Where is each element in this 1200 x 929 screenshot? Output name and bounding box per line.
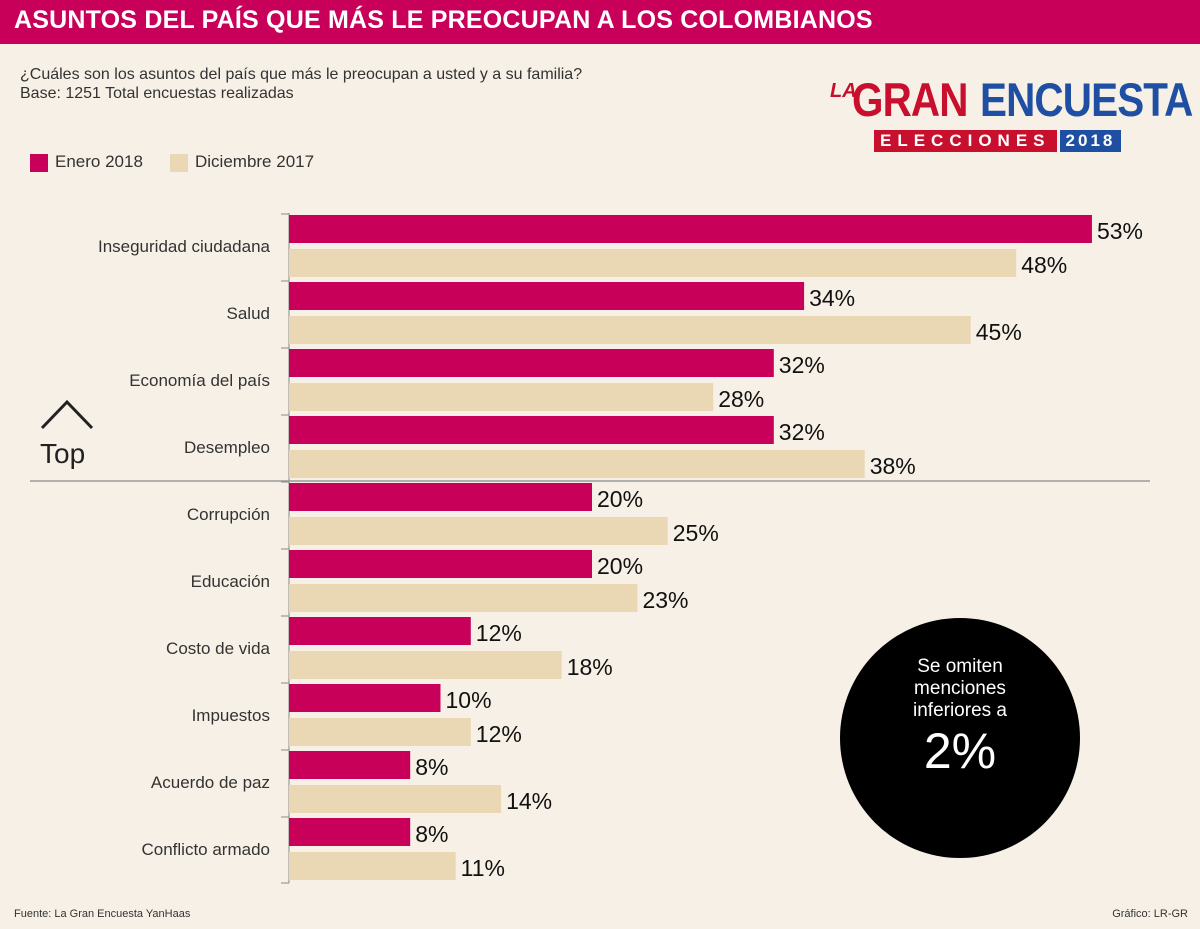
category-label: Desempleo bbox=[184, 438, 270, 457]
bar-series-1 bbox=[289, 282, 805, 310]
bar-series-2 bbox=[289, 517, 668, 545]
value-label-series-1: 32% bbox=[779, 352, 825, 378]
bar-series-1 bbox=[289, 416, 774, 444]
bar-series-1 bbox=[289, 617, 471, 645]
value-label-series-2: 23% bbox=[642, 587, 688, 613]
logo-elecciones: ELECCIONES bbox=[874, 130, 1057, 152]
legend-swatch-series-1 bbox=[30, 154, 48, 172]
category-label: Educación bbox=[191, 572, 270, 591]
logo-band: ELECCIONES 2018 bbox=[874, 130, 1122, 152]
legend-label-series-1: Enero 2018 bbox=[55, 152, 143, 171]
bar-series-1 bbox=[289, 818, 411, 846]
value-label-series-2: 25% bbox=[673, 520, 719, 546]
category-label: Inseguridad ciudadana bbox=[98, 237, 271, 256]
value-label-series-2: 48% bbox=[1021, 252, 1067, 278]
gran-encuesta-logo: LA GRAN ENCUESTA ELECCIONES 2018 bbox=[830, 73, 1193, 154]
note-value: 2% bbox=[923, 723, 997, 779]
chart-title: ASUNTOS DEL PAÍS QUE MÁS LE PREOCUPAN A … bbox=[14, 6, 873, 34]
value-label-series-1: 8% bbox=[415, 754, 448, 780]
value-label-series-2: 14% bbox=[506, 788, 552, 814]
omission-note-circle: Se omiten menciones inferiores a 2% bbox=[840, 618, 1080, 858]
bar-series-2 bbox=[289, 316, 971, 344]
logo-gran: GRAN bbox=[852, 73, 968, 126]
category-label: Acuerdo de paz bbox=[151, 773, 270, 792]
bar-series-2 bbox=[289, 852, 456, 880]
bar-series-1 bbox=[289, 751, 411, 779]
bar-series-1 bbox=[289, 483, 592, 511]
category-label: Economía del país bbox=[129, 371, 270, 390]
bar-series-2 bbox=[289, 785, 502, 813]
legend-swatch-series-2 bbox=[170, 154, 188, 172]
value-label-series-1: 8% bbox=[415, 821, 448, 847]
value-label-series-1: 12% bbox=[476, 620, 522, 646]
value-label-series-2: 12% bbox=[476, 721, 522, 747]
value-label-series-1: 10% bbox=[446, 687, 492, 713]
note-line-2: menciones bbox=[914, 678, 1006, 699]
title-bar: ASUNTOS DEL PAÍS QUE MÁS LE PREOCUPAN A … bbox=[0, 0, 1200, 44]
value-label-series-2: 45% bbox=[976, 319, 1022, 345]
bar-series-2 bbox=[289, 584, 638, 612]
chevron-up-icon bbox=[40, 399, 94, 430]
note-line-1: Se omiten bbox=[917, 656, 1003, 677]
bar-series-2 bbox=[289, 383, 714, 411]
chart-base-note: Base: 1251 Total encuestas realizadas bbox=[20, 85, 294, 102]
note-line-3: inferiores a bbox=[913, 700, 1007, 721]
bar-series-1 bbox=[289, 349, 774, 377]
value-label-series-2: 28% bbox=[718, 386, 764, 412]
value-label-series-1: 32% bbox=[779, 419, 825, 445]
top-marker-label: Top bbox=[40, 438, 86, 469]
value-label-series-2: 18% bbox=[567, 654, 613, 680]
bar-series-1 bbox=[289, 684, 441, 712]
category-label: Conflicto armado bbox=[141, 840, 270, 859]
bar-series-2 bbox=[289, 651, 562, 679]
legend-label-series-2: Diciembre 2017 bbox=[195, 152, 315, 171]
logo-la: LA bbox=[830, 80, 857, 102]
bar-series-1 bbox=[289, 550, 592, 578]
value-label-series-1: 34% bbox=[809, 285, 855, 311]
value-label-series-2: 38% bbox=[870, 453, 916, 479]
bar-series-1 bbox=[289, 215, 1092, 243]
category-label: Costo de vida bbox=[166, 639, 270, 658]
bar-series-2 bbox=[289, 249, 1017, 277]
bar-series-2 bbox=[289, 718, 471, 746]
value-label-series-1: 53% bbox=[1097, 218, 1143, 244]
category-label: Corrupción bbox=[187, 505, 270, 524]
value-label-series-2: 11% bbox=[461, 855, 505, 881]
bar-series-2 bbox=[289, 450, 865, 478]
logo-year: 2018 bbox=[1059, 130, 1122, 152]
value-label-series-1: 20% bbox=[597, 553, 643, 579]
graphic-credit: Gráfico: LR-GR bbox=[1112, 908, 1188, 920]
category-label: Impuestos bbox=[192, 706, 270, 725]
chart-subtitle: ¿Cuáles son los asuntos del país que más… bbox=[20, 66, 583, 83]
category-label: Salud bbox=[227, 304, 270, 323]
source-note: Fuente: La Gran Encuesta YanHaas bbox=[14, 908, 191, 920]
value-label-series-1: 20% bbox=[597, 486, 643, 512]
logo-encuesta: ENCUESTA bbox=[980, 73, 1193, 126]
